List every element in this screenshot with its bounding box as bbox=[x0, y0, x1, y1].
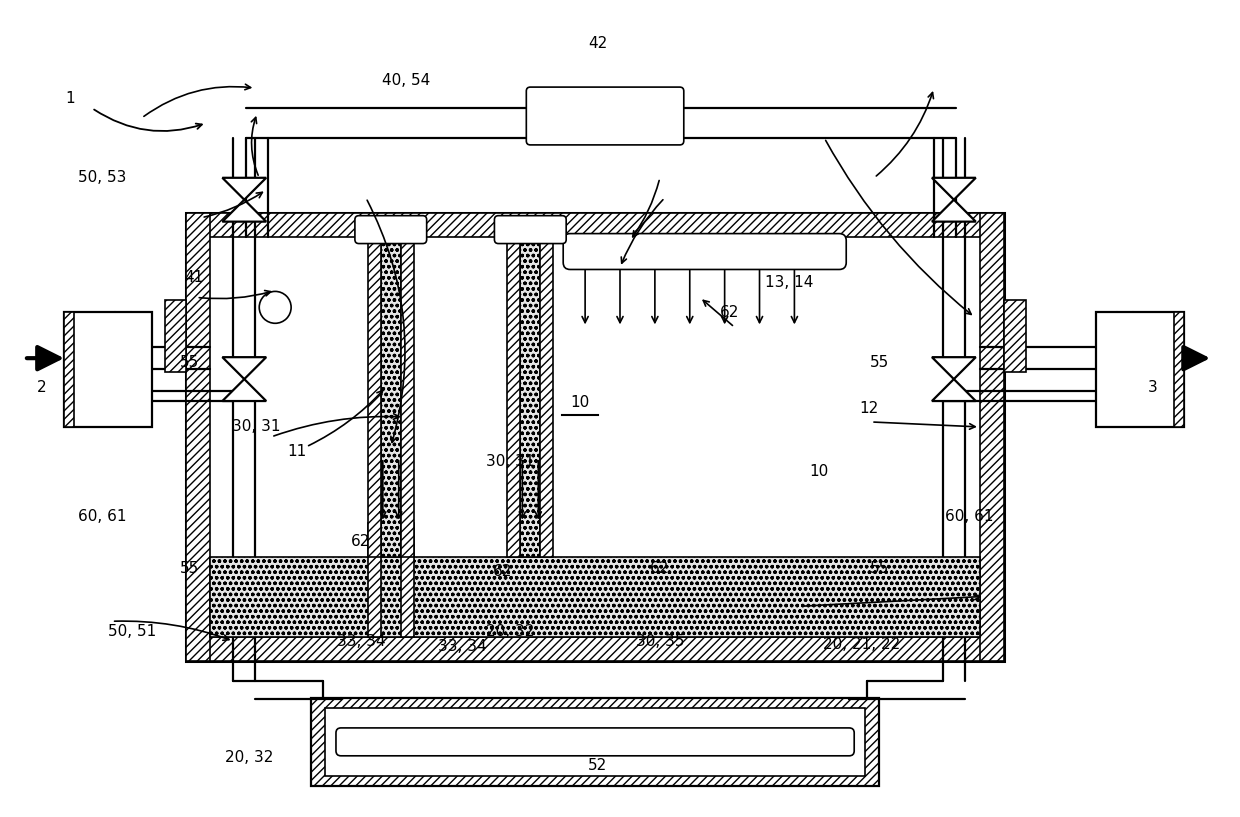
Text: 60, 61: 60, 61 bbox=[78, 509, 126, 525]
Text: 11: 11 bbox=[288, 444, 306, 459]
Polygon shape bbox=[368, 523, 381, 637]
Text: 20, 21, 22: 20, 21, 22 bbox=[822, 636, 900, 652]
Polygon shape bbox=[507, 237, 521, 557]
FancyBboxPatch shape bbox=[336, 728, 854, 756]
FancyBboxPatch shape bbox=[526, 87, 683, 145]
FancyBboxPatch shape bbox=[355, 216, 427, 243]
Polygon shape bbox=[222, 178, 267, 199]
Text: 62: 62 bbox=[492, 564, 512, 579]
Polygon shape bbox=[1174, 312, 1184, 427]
Text: 40, 54: 40, 54 bbox=[382, 73, 430, 87]
Text: 12: 12 bbox=[859, 401, 879, 417]
Text: 30, 31: 30, 31 bbox=[486, 454, 534, 469]
Polygon shape bbox=[165, 301, 186, 372]
Polygon shape bbox=[381, 237, 401, 557]
Text: 55: 55 bbox=[869, 355, 889, 369]
Text: 55: 55 bbox=[180, 561, 200, 576]
Text: 13, 14: 13, 14 bbox=[765, 275, 813, 290]
Polygon shape bbox=[932, 379, 976, 401]
Polygon shape bbox=[401, 523, 414, 637]
Polygon shape bbox=[222, 357, 267, 379]
Polygon shape bbox=[980, 212, 1003, 661]
Polygon shape bbox=[531, 88, 680, 141]
Text: 3: 3 bbox=[1148, 380, 1158, 395]
Text: 1: 1 bbox=[64, 91, 74, 105]
Text: 10: 10 bbox=[810, 464, 830, 480]
Polygon shape bbox=[932, 357, 976, 379]
Circle shape bbox=[259, 292, 291, 324]
Polygon shape bbox=[222, 379, 267, 401]
Polygon shape bbox=[211, 557, 980, 637]
FancyBboxPatch shape bbox=[495, 216, 567, 243]
Polygon shape bbox=[64, 312, 151, 427]
Polygon shape bbox=[932, 199, 976, 221]
Text: 55: 55 bbox=[180, 355, 200, 369]
Polygon shape bbox=[521, 237, 541, 557]
Text: 50, 51: 50, 51 bbox=[108, 623, 156, 639]
Text: 20, 32: 20, 32 bbox=[486, 623, 534, 639]
FancyBboxPatch shape bbox=[563, 234, 846, 270]
Polygon shape bbox=[186, 212, 1003, 237]
Polygon shape bbox=[325, 708, 866, 776]
Text: 62: 62 bbox=[650, 561, 670, 576]
Text: 2: 2 bbox=[37, 380, 47, 395]
Text: 55: 55 bbox=[869, 561, 889, 576]
Polygon shape bbox=[186, 637, 1003, 661]
Text: 62: 62 bbox=[720, 305, 739, 319]
Polygon shape bbox=[541, 237, 553, 557]
Polygon shape bbox=[222, 199, 267, 221]
Text: 33, 34: 33, 34 bbox=[438, 639, 487, 654]
Polygon shape bbox=[401, 237, 414, 557]
Polygon shape bbox=[186, 212, 211, 661]
Text: 42: 42 bbox=[589, 36, 608, 51]
Text: 30, 35: 30, 35 bbox=[636, 634, 684, 649]
Polygon shape bbox=[381, 523, 401, 637]
Polygon shape bbox=[186, 212, 1003, 661]
Text: 62: 62 bbox=[351, 534, 371, 549]
Text: 52: 52 bbox=[588, 758, 606, 773]
Polygon shape bbox=[1003, 301, 1025, 372]
Text: 50, 53: 50, 53 bbox=[78, 170, 126, 185]
Polygon shape bbox=[932, 178, 976, 199]
Polygon shape bbox=[1096, 312, 1184, 427]
Polygon shape bbox=[311, 698, 879, 786]
Text: 41: 41 bbox=[184, 270, 203, 285]
Text: 60, 61: 60, 61 bbox=[945, 509, 993, 525]
Polygon shape bbox=[64, 312, 74, 427]
Text: 10: 10 bbox=[570, 395, 590, 409]
Text: 20, 32: 20, 32 bbox=[226, 750, 274, 766]
Text: 30, 31: 30, 31 bbox=[232, 419, 280, 435]
Text: 33, 34: 33, 34 bbox=[336, 634, 386, 649]
Polygon shape bbox=[368, 237, 381, 557]
